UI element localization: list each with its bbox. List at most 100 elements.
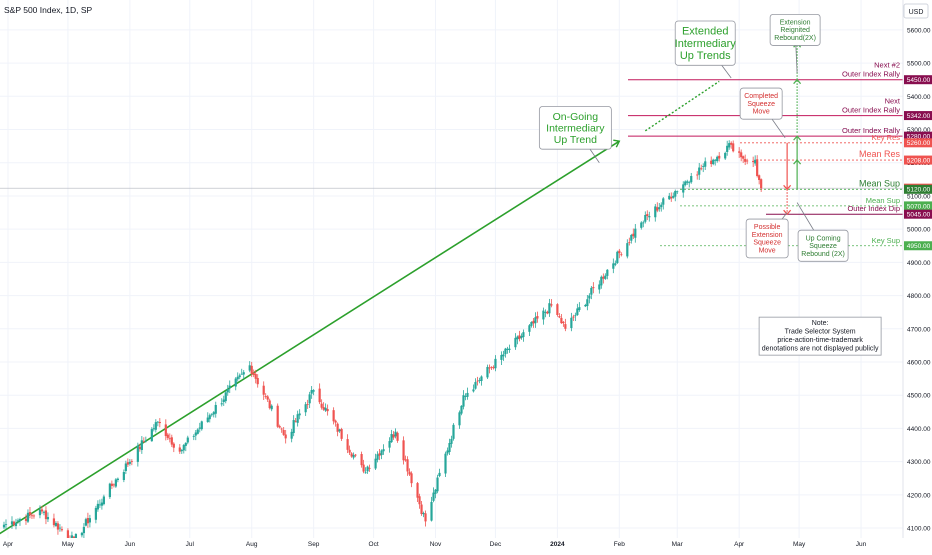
level-label: Next bbox=[885, 97, 901, 106]
y-tick-label: 4800.00 bbox=[907, 293, 931, 300]
callout-text: Move bbox=[753, 109, 770, 116]
candle-body bbox=[248, 365, 251, 371]
candle-body bbox=[152, 428, 155, 430]
currency-button[interactable] bbox=[903, 3, 929, 19]
candle-body bbox=[730, 142, 733, 145]
y-tick-label: 4500.00 bbox=[907, 393, 931, 400]
candle-body bbox=[550, 304, 553, 306]
candle-body bbox=[332, 410, 335, 422]
candle-body bbox=[742, 156, 745, 159]
x-tick-label: Feb bbox=[614, 541, 626, 548]
callout-box-reignited bbox=[769, 13, 821, 46]
candle-body bbox=[150, 429, 153, 442]
candle-body bbox=[40, 509, 44, 512]
callout-text: Squeeze bbox=[753, 240, 781, 247]
callout-text: Up Coming bbox=[806, 235, 841, 242]
candle-body bbox=[528, 325, 531, 332]
note-text: price-action-time-trademark bbox=[777, 337, 863, 344]
candle-body bbox=[206, 417, 209, 423]
callout-text: Extended bbox=[682, 26, 728, 38]
y-tick-label: 5600.00 bbox=[907, 27, 931, 34]
candle-body bbox=[368, 467, 371, 469]
price-axis: 4100.00 4200.00 4300.00 4400.00 4500.00 4600.… bbox=[902, 0, 932, 550]
currency-label: USD bbox=[909, 9, 924, 16]
candle-body bbox=[642, 222, 645, 224]
candle-body bbox=[616, 251, 619, 263]
trendline-arrowhead bbox=[613, 139, 621, 148]
candle-body bbox=[378, 453, 381, 456]
possible-squeeze-arrow-head bbox=[783, 209, 792, 216]
price-tag-label: 5070.00 bbox=[907, 203, 931, 210]
candle-body bbox=[740, 152, 743, 158]
candles bbox=[2, 140, 763, 546]
candle-body bbox=[416, 483, 419, 498]
chart-header: S&P 500 Index, 1D, SP USD bbox=[4, 3, 929, 19]
candle-body bbox=[478, 380, 481, 381]
grid bbox=[0, 0, 903, 538]
candle-body bbox=[264, 395, 267, 397]
price-tag bbox=[904, 241, 932, 251]
candle-body bbox=[298, 413, 301, 416]
y-tick-label: 4900.00 bbox=[907, 260, 931, 267]
candle-body bbox=[704, 161, 707, 167]
candle-body bbox=[182, 445, 185, 451]
candle-body bbox=[452, 424, 455, 439]
x-tick-label: May bbox=[793, 541, 806, 548]
rebound-arrow-2-head bbox=[793, 135, 802, 141]
candle-body bbox=[108, 483, 111, 498]
candle-body bbox=[504, 348, 507, 355]
level-label: Mean Sup bbox=[859, 178, 900, 188]
candle-body bbox=[516, 336, 519, 340]
callout-text: Possible bbox=[754, 224, 781, 231]
candle-body bbox=[432, 492, 435, 501]
candle-body bbox=[278, 426, 281, 428]
candle-body bbox=[16, 520, 20, 522]
candle-body bbox=[396, 432, 399, 441]
candle-body bbox=[52, 518, 56, 526]
x-tick-label: Mar bbox=[672, 541, 684, 548]
candle-body bbox=[648, 216, 651, 218]
candle-body bbox=[476, 380, 479, 382]
candle-body bbox=[166, 434, 169, 438]
candle-body bbox=[376, 454, 379, 460]
candle-body bbox=[374, 458, 377, 469]
price-tag-label: 5120.00 bbox=[907, 187, 931, 194]
candle-body bbox=[444, 453, 447, 474]
x-tick-label: Sep bbox=[308, 541, 320, 548]
candle-body bbox=[430, 501, 433, 521]
candle-body bbox=[12, 521, 16, 525]
candle-body bbox=[304, 404, 307, 413]
candle-body bbox=[138, 446, 141, 450]
candle-body bbox=[222, 399, 225, 402]
candle-body bbox=[42, 511, 46, 513]
candle-body bbox=[18, 519, 22, 521]
candle-body bbox=[506, 348, 509, 350]
price-tag-label: 5208.00 bbox=[907, 157, 931, 164]
candle-body bbox=[364, 472, 367, 474]
candle-body bbox=[336, 423, 339, 432]
x-tick-label: Dec bbox=[490, 541, 502, 548]
candle-body bbox=[256, 377, 259, 385]
y-tick-label: 4200.00 bbox=[907, 492, 931, 499]
candle-body bbox=[4, 524, 8, 525]
candle-body bbox=[592, 287, 595, 289]
callout-text: Squeeze bbox=[809, 243, 837, 250]
candle-body bbox=[522, 332, 525, 338]
candle-body bbox=[408, 471, 411, 475]
candle-body bbox=[502, 354, 505, 357]
candle-body bbox=[38, 509, 42, 516]
candle-body bbox=[210, 414, 213, 416]
candle-body bbox=[418, 496, 421, 505]
candle-body bbox=[282, 430, 285, 435]
candle-body bbox=[224, 392, 227, 402]
candle-body bbox=[54, 522, 58, 526]
price-tag bbox=[904, 155, 932, 165]
candle-body bbox=[732, 143, 735, 152]
candle-body bbox=[10, 521, 14, 525]
callout-box-on-going bbox=[538, 106, 612, 150]
candle-body bbox=[338, 429, 341, 432]
candle-body bbox=[100, 502, 103, 506]
candle-body bbox=[2, 524, 6, 528]
candle-body bbox=[140, 440, 143, 451]
